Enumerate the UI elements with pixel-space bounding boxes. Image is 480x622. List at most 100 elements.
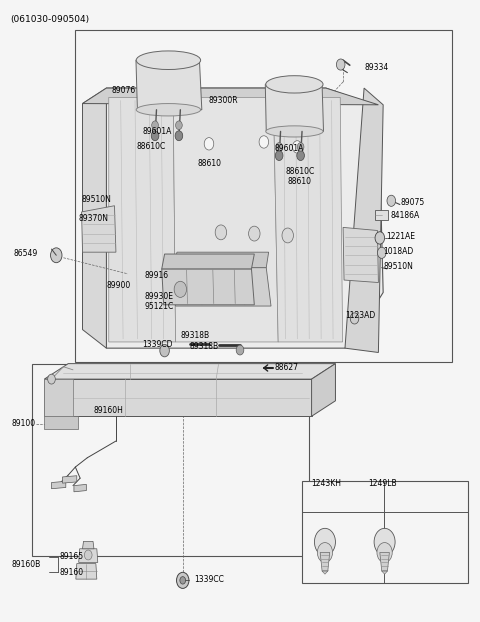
Circle shape xyxy=(177,572,189,588)
Bar xyxy=(302,481,468,583)
Text: 89318B: 89318B xyxy=(180,332,209,340)
Text: 89075: 89075 xyxy=(400,198,425,207)
Polygon shape xyxy=(44,416,78,429)
Polygon shape xyxy=(109,98,176,342)
Circle shape xyxy=(377,247,386,258)
Circle shape xyxy=(350,313,359,324)
Polygon shape xyxy=(322,571,328,574)
Circle shape xyxy=(276,142,282,151)
Text: 84186A: 84186A xyxy=(391,211,420,220)
Polygon shape xyxy=(274,98,343,342)
Circle shape xyxy=(336,59,345,70)
Text: 89916: 89916 xyxy=(144,271,168,279)
Polygon shape xyxy=(62,476,77,483)
Circle shape xyxy=(317,542,333,562)
Circle shape xyxy=(84,550,92,560)
Text: 89510N: 89510N xyxy=(82,195,111,204)
Polygon shape xyxy=(173,267,271,306)
Polygon shape xyxy=(162,269,254,305)
Polygon shape xyxy=(320,552,330,571)
Text: 89318B: 89318B xyxy=(190,342,219,351)
Circle shape xyxy=(374,528,395,555)
Text: 89510N: 89510N xyxy=(383,262,413,271)
Polygon shape xyxy=(345,88,383,353)
Polygon shape xyxy=(44,379,312,416)
Text: 88627: 88627 xyxy=(275,363,299,373)
Polygon shape xyxy=(83,88,378,104)
Polygon shape xyxy=(82,206,116,252)
Text: 89165: 89165 xyxy=(60,552,84,561)
Circle shape xyxy=(180,577,186,584)
Circle shape xyxy=(276,151,283,160)
Text: 89900: 89900 xyxy=(107,281,131,290)
Text: 89300R: 89300R xyxy=(209,96,239,105)
Circle shape xyxy=(215,225,227,240)
Polygon shape xyxy=(44,364,336,379)
Circle shape xyxy=(236,345,244,355)
Polygon shape xyxy=(265,85,324,131)
Circle shape xyxy=(292,141,302,153)
Text: 1018AD: 1018AD xyxy=(383,247,413,256)
Text: 1339CD: 1339CD xyxy=(142,340,173,349)
Text: 89076: 89076 xyxy=(111,86,135,95)
Circle shape xyxy=(138,83,147,96)
Text: 89160H: 89160H xyxy=(93,406,123,415)
Ellipse shape xyxy=(266,126,323,137)
Polygon shape xyxy=(83,88,107,348)
Polygon shape xyxy=(74,485,86,492)
Circle shape xyxy=(204,137,214,150)
Polygon shape xyxy=(76,564,97,579)
Text: 89370N: 89370N xyxy=(79,214,108,223)
Circle shape xyxy=(297,142,304,151)
Polygon shape xyxy=(79,549,98,562)
Bar xyxy=(33,364,309,555)
Text: 1339CC: 1339CC xyxy=(195,575,225,584)
Ellipse shape xyxy=(136,51,201,70)
Text: 88610: 88610 xyxy=(288,177,312,186)
Text: 95121C: 95121C xyxy=(144,302,174,311)
Polygon shape xyxy=(343,228,378,282)
Circle shape xyxy=(314,528,336,555)
Circle shape xyxy=(48,374,55,384)
Circle shape xyxy=(377,542,392,562)
Polygon shape xyxy=(173,98,278,342)
Circle shape xyxy=(249,226,260,241)
Polygon shape xyxy=(107,88,383,348)
Polygon shape xyxy=(44,379,73,416)
Text: 86549: 86549 xyxy=(13,249,37,258)
Circle shape xyxy=(174,281,187,297)
Bar xyxy=(75,30,452,362)
Polygon shape xyxy=(380,552,389,571)
Text: 88610: 88610 xyxy=(197,159,221,168)
Text: 89930E: 89930E xyxy=(144,292,174,300)
Text: 89601A: 89601A xyxy=(275,144,304,153)
Bar xyxy=(374,210,388,220)
Circle shape xyxy=(375,232,384,244)
Text: 88610C: 88610C xyxy=(285,167,314,175)
Polygon shape xyxy=(162,254,254,269)
Circle shape xyxy=(151,131,159,141)
Polygon shape xyxy=(136,60,202,109)
Circle shape xyxy=(259,136,269,148)
Circle shape xyxy=(282,228,293,243)
Circle shape xyxy=(175,131,183,141)
Text: 89160: 89160 xyxy=(60,568,84,577)
Polygon shape xyxy=(83,541,94,549)
Text: 1221AE: 1221AE xyxy=(386,232,415,241)
Text: 1243KH: 1243KH xyxy=(312,479,342,488)
Text: 88610C: 88610C xyxy=(136,142,166,151)
Text: 89100: 89100 xyxy=(12,419,36,428)
Text: 89601A: 89601A xyxy=(142,127,171,136)
Polygon shape xyxy=(312,364,336,416)
Circle shape xyxy=(152,121,158,129)
Ellipse shape xyxy=(266,76,323,93)
Polygon shape xyxy=(382,571,387,574)
Circle shape xyxy=(387,195,396,207)
Text: 89160B: 89160B xyxy=(12,560,41,569)
Polygon shape xyxy=(173,252,269,267)
Circle shape xyxy=(176,121,182,129)
Text: 1123AD: 1123AD xyxy=(345,312,375,320)
Circle shape xyxy=(297,151,304,160)
Circle shape xyxy=(160,345,169,357)
Ellipse shape xyxy=(136,103,201,116)
